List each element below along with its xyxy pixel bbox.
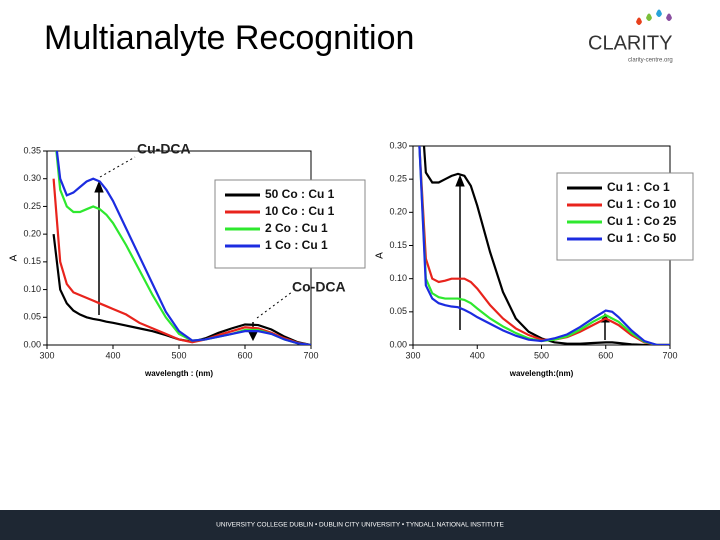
x-tick-label: 700: [303, 350, 318, 360]
logo-tagline: clarity-centre.org: [628, 58, 673, 64]
legend-label: Cu 1 : Co 10: [607, 197, 677, 211]
y-axis-label: A: [375, 252, 386, 259]
logo-icon: [636, 9, 672, 25]
y-tick-label: 0.00: [23, 339, 41, 349]
legend-label: 1 Co : Cu 1: [265, 238, 328, 252]
y-tick-label: 0.30: [389, 140, 407, 150]
series-line: [418, 146, 670, 345]
series-line: [418, 146, 670, 345]
series-line: [55, 151, 311, 345]
series-line: [422, 146, 670, 345]
series-line: [55, 151, 311, 345]
series-line: [52, 234, 311, 345]
x-tick-label: 400: [105, 350, 120, 360]
legend-label: 2 Co : Cu 1: [265, 221, 328, 235]
x-tick-label: 300: [39, 350, 54, 360]
plot-area: [52, 151, 311, 345]
x-tick-label: 300: [405, 350, 420, 360]
y-tick-label: 0.25: [389, 174, 407, 184]
series-line: [418, 146, 670, 345]
legend-label: Cu 1 : Co 1: [607, 180, 670, 194]
legend-label: Cu 1 : Co 50: [607, 231, 677, 245]
footer-bar: [0, 510, 720, 540]
legend-label: 10 Co : Cu 1: [265, 204, 335, 218]
x-tick-label: 400: [470, 350, 485, 360]
x-tick-label: 600: [237, 350, 252, 360]
y-tick-label: 0.20: [389, 207, 407, 217]
y-tick-label: 0.05: [23, 312, 41, 322]
x-axis-label: wavelength : (nm): [144, 369, 213, 378]
slide-title: Multianalyte Recognition: [44, 19, 414, 57]
legend-label: 50 Co : Cu 1: [265, 187, 335, 201]
y-tick-label: 0.00: [389, 339, 407, 349]
series-line: [52, 178, 311, 345]
y-tick-label: 0.10: [23, 284, 41, 294]
x-tick-label: 500: [534, 350, 549, 360]
footer-text: UNIVERSITY COLLEGE DUBLIN • DUBLIN CITY …: [216, 522, 504, 529]
annotation: Co-DCA: [292, 279, 346, 295]
x-axis-label: wavelength:(nm): [509, 369, 574, 378]
y-tick-label: 0.35: [23, 145, 41, 155]
y-axis-label: A: [9, 254, 20, 261]
y-tick-label: 0.15: [23, 256, 41, 266]
x-tick-label: 500: [171, 350, 186, 360]
logo-name: CLARITY: [588, 32, 672, 54]
y-tick-label: 0.10: [389, 273, 407, 283]
annotation: Cu-DCA: [137, 141, 191, 157]
y-tick-label: 0.15: [389, 240, 407, 250]
y-tick-label: 0.25: [23, 201, 41, 211]
y-tick-label: 0.20: [23, 229, 41, 239]
plot-area: [418, 146, 670, 345]
y-tick-label: 0.30: [23, 173, 41, 183]
y-tick-label: 0.05: [389, 306, 407, 316]
legend-label: Cu 1 : Co 25: [607, 214, 677, 228]
x-tick-label: 600: [598, 350, 613, 360]
x-tick-label: 700: [662, 350, 677, 360]
